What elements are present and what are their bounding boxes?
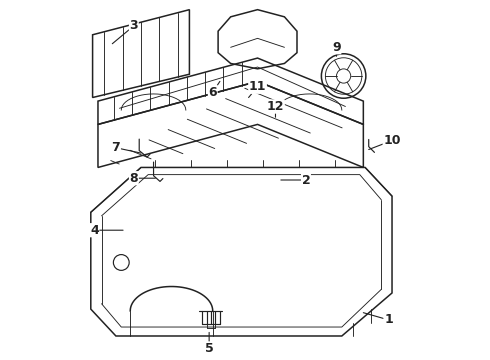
Text: 3: 3 bbox=[112, 19, 138, 44]
Text: 12: 12 bbox=[267, 100, 284, 117]
Text: 7: 7 bbox=[112, 141, 141, 154]
Text: 11: 11 bbox=[248, 80, 266, 98]
Text: 2: 2 bbox=[281, 174, 310, 186]
Text: 5: 5 bbox=[205, 332, 214, 355]
Text: 1: 1 bbox=[364, 313, 393, 327]
Text: 10: 10 bbox=[368, 134, 401, 149]
Text: 8: 8 bbox=[129, 172, 155, 185]
Text: 6: 6 bbox=[208, 81, 220, 99]
Text: 4: 4 bbox=[90, 224, 123, 237]
Text: 9: 9 bbox=[332, 41, 341, 56]
